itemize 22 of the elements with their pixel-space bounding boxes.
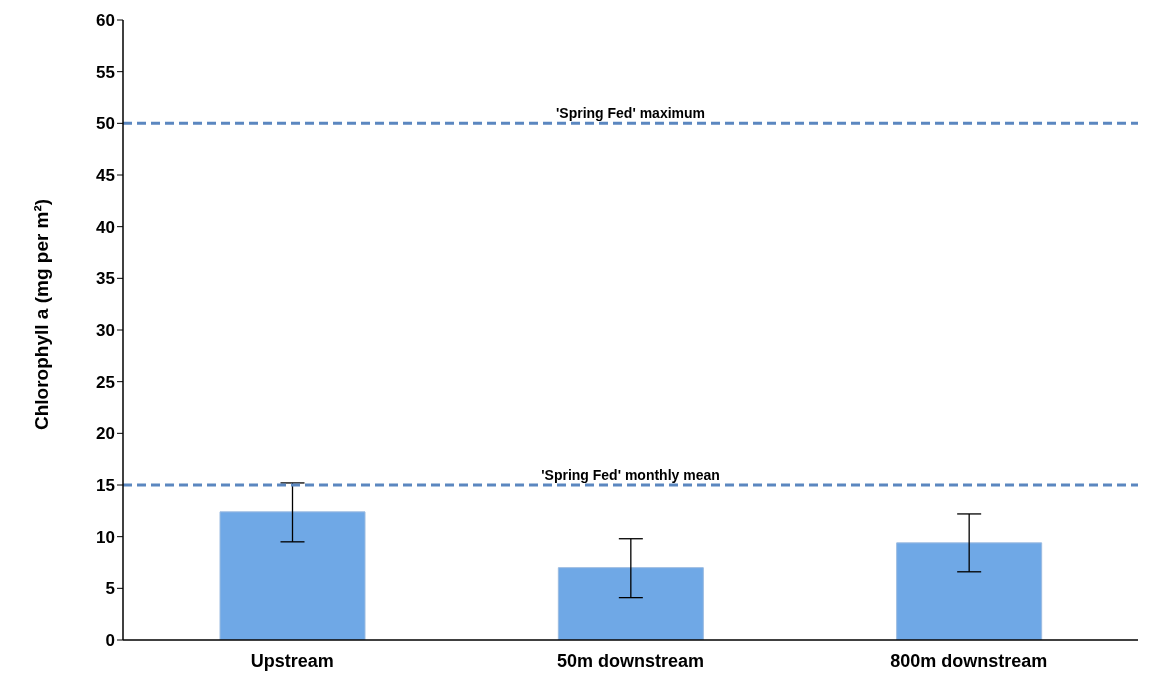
y-tick-label: 20 — [96, 424, 115, 444]
y-tick-label: 15 — [96, 476, 115, 496]
y-axis-title: Chlorophyll a (mg per m²) — [30, 198, 52, 430]
x-tick-label: 800m downstream — [890, 650, 1048, 671]
y-tick-label: 60 — [96, 11, 115, 31]
ref-line-label: 'Spring Fed' monthly mean — [541, 467, 720, 483]
y-tick-label: 45 — [96, 166, 115, 186]
bar — [896, 542, 1043, 640]
y-tick-label: 35 — [96, 269, 115, 289]
y-tick-label: 55 — [96, 62, 115, 82]
ref-line-label: 'Spring Fed' maximum — [555, 105, 706, 122]
bar — [219, 511, 366, 640]
y-tick-label: 30 — [96, 321, 115, 341]
y-tick-label: 10 — [96, 527, 115, 547]
x-tick-label: 50m downstream — [556, 650, 705, 671]
x-tick-label: Upstream — [250, 650, 334, 671]
y-tick-label: 40 — [96, 217, 115, 237]
y-tick-label: 0 — [105, 631, 115, 651]
y-tick-label: 5 — [105, 579, 115, 599]
bar — [557, 567, 704, 640]
y-tick-label: 25 — [96, 372, 115, 392]
y-tick-label: 50 — [96, 114, 115, 134]
